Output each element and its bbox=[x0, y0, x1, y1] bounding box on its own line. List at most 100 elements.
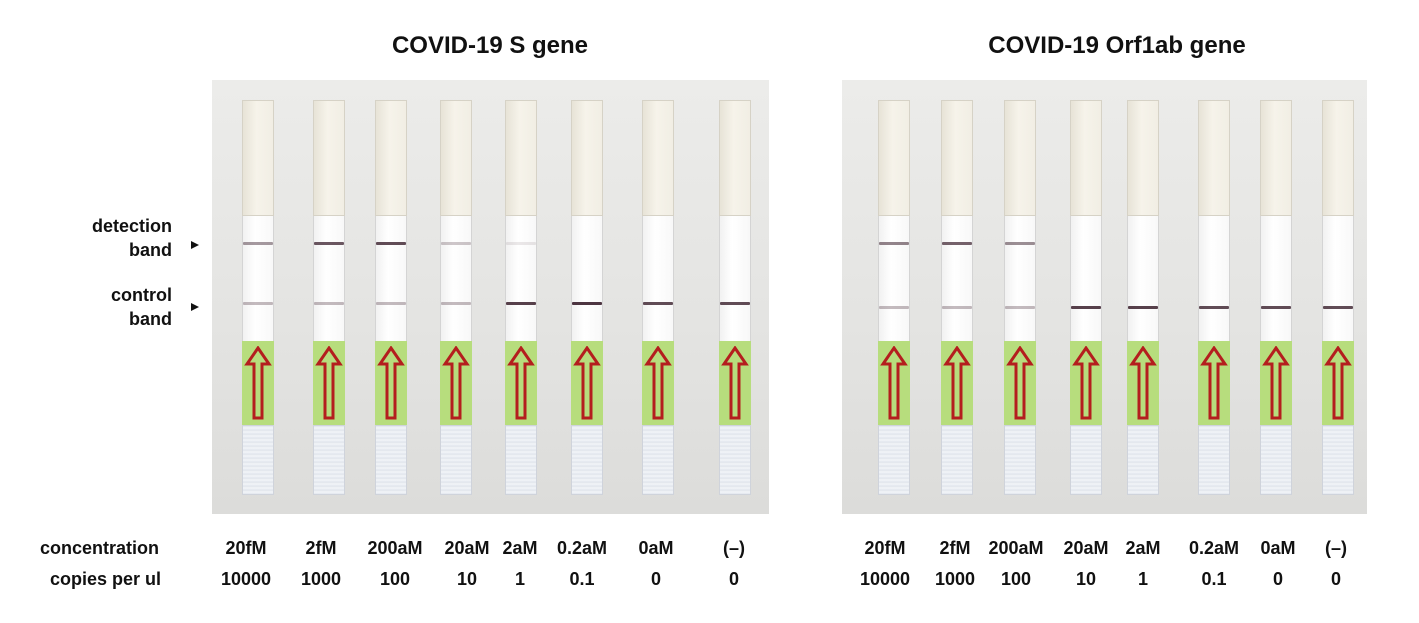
absorbent-pad bbox=[941, 100, 973, 216]
absorbent-pad bbox=[642, 100, 674, 216]
arrow-up-icon bbox=[943, 346, 971, 420]
test-strip bbox=[313, 80, 345, 514]
concentration-label: 20fM bbox=[864, 538, 906, 558]
concentration-label: 2fM bbox=[305, 538, 337, 558]
concentration-label: 200aM bbox=[988, 538, 1044, 558]
sample-pad bbox=[1127, 425, 1159, 495]
control-band bbox=[1071, 306, 1101, 309]
conjugate-pad bbox=[571, 341, 603, 425]
detection-band bbox=[243, 242, 273, 245]
test-strip bbox=[1260, 80, 1292, 514]
conjugate-pad bbox=[878, 341, 910, 425]
detection-band bbox=[942, 242, 972, 245]
strip-membrane bbox=[1004, 216, 1036, 341]
absorbent-pad bbox=[1070, 100, 1102, 216]
copies-label: 1 bbox=[1137, 569, 1148, 589]
control-band bbox=[376, 302, 406, 305]
arrow-up-icon bbox=[721, 346, 749, 420]
absorbent-pad bbox=[1260, 100, 1292, 216]
strip-membrane bbox=[505, 216, 537, 341]
test-strip bbox=[941, 80, 973, 514]
copies-label: 10000 bbox=[220, 569, 272, 589]
absorbent-pad bbox=[571, 100, 603, 216]
sample-pad bbox=[1004, 425, 1036, 495]
copies-label: 0 bbox=[1272, 569, 1283, 589]
absorbent-pad bbox=[505, 100, 537, 216]
arrow-up-icon bbox=[644, 346, 672, 420]
concentration-label: 0.2aM bbox=[1188, 538, 1240, 558]
sample-pad bbox=[1198, 425, 1230, 495]
copies-label: 10 bbox=[456, 569, 478, 589]
arrow-up-icon bbox=[1129, 346, 1157, 420]
conjugate-pad bbox=[505, 341, 537, 425]
control-band bbox=[1323, 306, 1353, 309]
arrow-up-icon bbox=[573, 346, 601, 420]
strip-membrane bbox=[1070, 216, 1102, 341]
sample-pad bbox=[642, 425, 674, 495]
strip-membrane bbox=[313, 216, 345, 341]
test-strip bbox=[878, 80, 910, 514]
test-strip bbox=[375, 80, 407, 514]
concentration-label: 0aM bbox=[1260, 538, 1296, 558]
strip-membrane bbox=[242, 216, 274, 341]
copies-label: 1000 bbox=[934, 569, 976, 589]
strip-membrane bbox=[1260, 216, 1292, 341]
arrow-up-icon bbox=[377, 346, 405, 420]
test-strip-photo bbox=[842, 80, 1367, 514]
test-strip bbox=[1127, 80, 1159, 514]
control-band bbox=[1199, 306, 1229, 309]
conjugate-pad bbox=[440, 341, 472, 425]
absorbent-pad bbox=[719, 100, 751, 216]
detection-band bbox=[441, 242, 471, 245]
control-band bbox=[1128, 306, 1158, 309]
sample-pad bbox=[242, 425, 274, 495]
copies-label: 0.1 bbox=[1201, 569, 1227, 589]
detection-band bbox=[314, 242, 344, 245]
absorbent-pad bbox=[242, 100, 274, 216]
conjugate-pad bbox=[313, 341, 345, 425]
sample-pad bbox=[440, 425, 472, 495]
strip-membrane bbox=[941, 216, 973, 341]
conjugate-pad bbox=[1127, 341, 1159, 425]
control-band bbox=[506, 302, 536, 305]
copies-label: 10000 bbox=[859, 569, 911, 589]
concentration-label: 0aM bbox=[638, 538, 674, 558]
sample-pad bbox=[313, 425, 345, 495]
control-band bbox=[243, 302, 273, 305]
control-band bbox=[314, 302, 344, 305]
sample-pad bbox=[1322, 425, 1354, 495]
test-strip bbox=[571, 80, 603, 514]
arrow-up-icon bbox=[315, 346, 343, 420]
strip-membrane bbox=[1322, 216, 1354, 341]
arrow-up-icon bbox=[1072, 346, 1100, 420]
concentration-label: 20aM bbox=[1063, 538, 1109, 558]
arrow-up-icon bbox=[507, 346, 535, 420]
control-band bbox=[720, 302, 750, 305]
detection-band bbox=[879, 242, 909, 245]
copies-row-header: copies per ul bbox=[50, 569, 162, 589]
concentration-label: 2fM bbox=[939, 538, 971, 558]
arrow-up-icon bbox=[1262, 346, 1290, 420]
copies-label: 0 bbox=[728, 569, 739, 589]
conjugate-pad bbox=[642, 341, 674, 425]
sample-pad bbox=[1260, 425, 1292, 495]
test-strip bbox=[642, 80, 674, 514]
sample-pad bbox=[571, 425, 603, 495]
strip-membrane bbox=[440, 216, 472, 341]
concentration-label: 20aM bbox=[444, 538, 490, 558]
concentration-label: 2aM bbox=[1125, 538, 1161, 558]
detection-band bbox=[506, 242, 536, 245]
sample-pad bbox=[505, 425, 537, 495]
test-strip bbox=[1004, 80, 1036, 514]
absorbent-pad bbox=[1004, 100, 1036, 216]
strip-membrane bbox=[642, 216, 674, 341]
concentration-label: 2aM bbox=[502, 538, 538, 558]
strip-membrane bbox=[1198, 216, 1230, 341]
strip-membrane bbox=[878, 216, 910, 341]
sample-pad bbox=[941, 425, 973, 495]
arrow-up-icon bbox=[1200, 346, 1228, 420]
panel-title: COVID-19 Orf1ab gene bbox=[988, 32, 1246, 59]
arrow-up-icon bbox=[1006, 346, 1034, 420]
copies-label: 100 bbox=[1000, 569, 1032, 589]
pointer-triangle-icon bbox=[191, 303, 199, 311]
